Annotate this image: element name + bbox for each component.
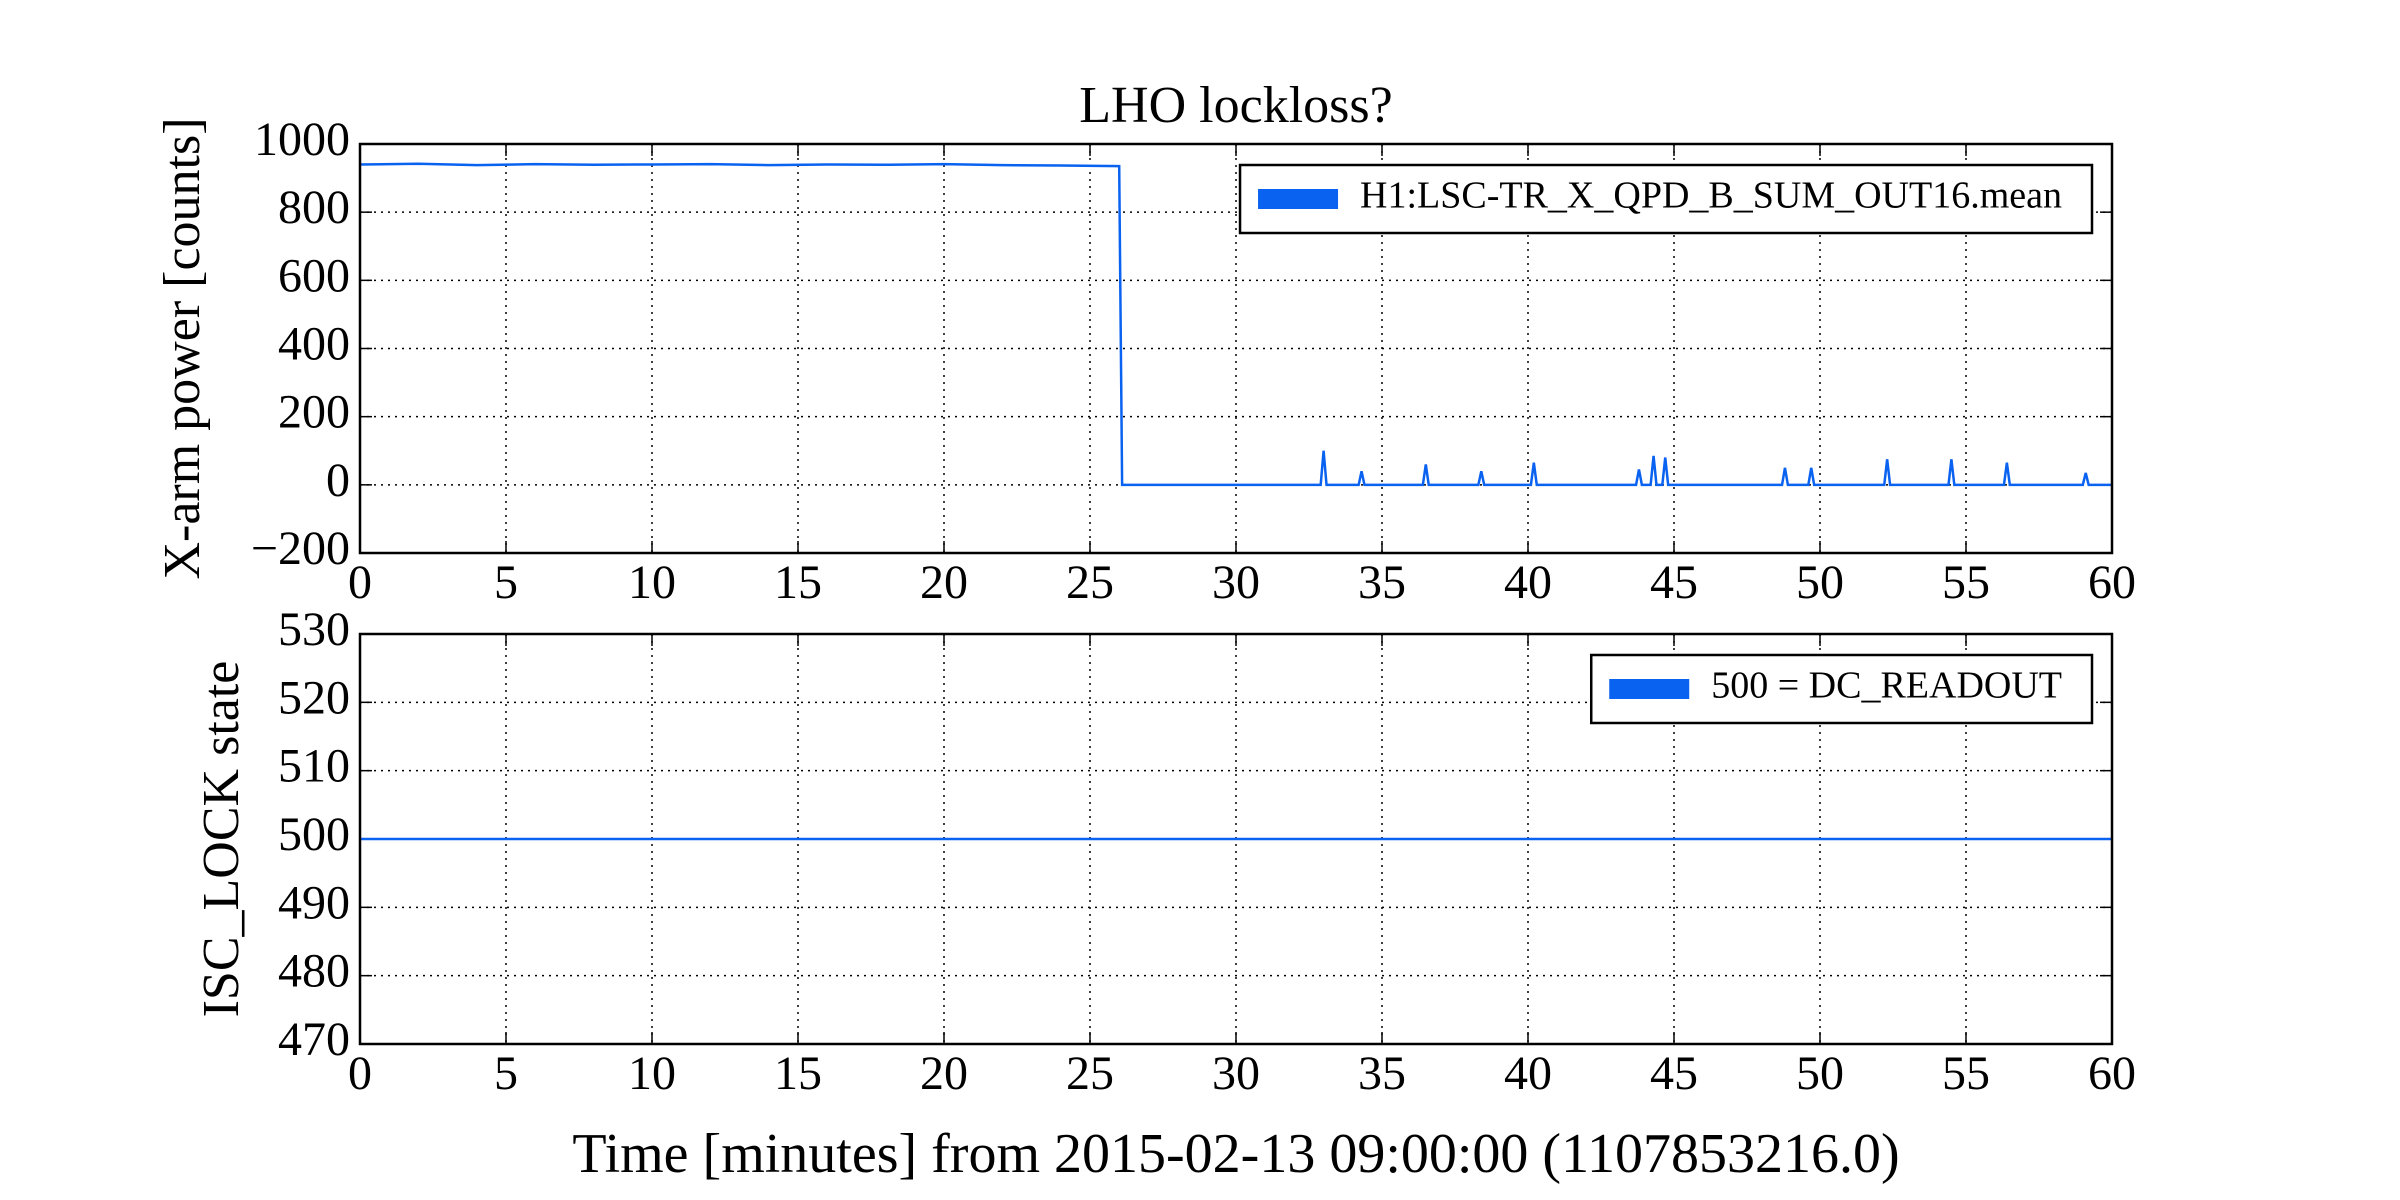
x-tick-label: 45 (1650, 556, 1698, 609)
data-line (359, 162, 2112, 487)
y-tick-label: 600 (278, 249, 350, 302)
x-tick-label: 5 (494, 1047, 518, 1100)
x-tick-label: 5 (494, 556, 518, 609)
legend: 500 = DC_READOUT (1589, 653, 2094, 725)
y-axis-label: ISC_LOCK state (193, 661, 250, 1018)
x-tick-label: 35 (1358, 1047, 1406, 1100)
x-tick-label: 15 (774, 556, 822, 609)
legend-box (1238, 163, 2094, 235)
x-tick-label: 30 (1212, 1047, 1260, 1100)
x-tick-label: 15 (774, 1047, 822, 1100)
y-tick-label: 800 (278, 181, 350, 234)
x-tick-label: 45 (1650, 1047, 1698, 1100)
x-tick-label: 60 (2088, 556, 2136, 609)
y-tick-label: 510 (278, 740, 350, 793)
y-tick-label: 470 (278, 1013, 350, 1066)
x-tick-label: 30 (1212, 556, 1260, 609)
x-tick-label: 55 (1942, 556, 1990, 609)
x-tick-label: 10 (628, 556, 676, 609)
y-tick-label: 490 (278, 876, 350, 929)
x-tick-label: 50 (1796, 556, 1844, 609)
legend-swatch (1609, 679, 1690, 699)
x-tick-label: 0 (348, 1047, 372, 1100)
y-tick-label: 200 (278, 386, 350, 439)
x-tick-label: 20 (920, 1047, 968, 1100)
y-tick-label: 480 (278, 945, 350, 998)
x-tick-label: 35 (1358, 556, 1406, 609)
x-tick-label: 10 (628, 1047, 676, 1100)
legend: H1:LSC-TR_X_QPD_B_SUM_OUT16.mean (1238, 163, 2094, 235)
chart-title: LHO lockloss? (1079, 77, 1392, 134)
x-tick-label: 0 (348, 556, 372, 609)
y-tick-label: 520 (278, 671, 350, 724)
y-axis-label: X-arm power [counts] (154, 117, 211, 579)
x-tick-label: 60 (2088, 1047, 2136, 1100)
legend-swatch (1258, 189, 1339, 209)
x-tick-label: 40 (1504, 1047, 1552, 1100)
x-axis-label: Time [minutes] from 2015-02-13 09:00:00 … (572, 1123, 1899, 1185)
legend-label: 500 = DC_READOUT (1711, 665, 2062, 707)
legend-label: H1:LSC-TR_X_QPD_B_SUM_OUT16.mean (1360, 175, 2062, 217)
y-tick-label: 530 (278, 603, 350, 656)
y-tick-label: −200 (251, 522, 350, 575)
x-tick-label: 20 (920, 556, 968, 609)
y-tick-label: 1000 (254, 113, 350, 166)
plot-frame (358, 142, 2114, 555)
x-tick-label: 25 (1066, 556, 1114, 609)
y-tick-label: 0 (326, 454, 350, 507)
y-tick-label: 500 (278, 808, 350, 861)
plot-frame (358, 632, 2114, 1046)
y-tick-label: 400 (278, 318, 350, 371)
x-tick-label: 40 (1504, 556, 1552, 609)
x-tick-label: 25 (1066, 1047, 1114, 1100)
x-tick-label: 55 (1942, 1047, 1990, 1100)
x-tick-label: 50 (1796, 1047, 1844, 1100)
